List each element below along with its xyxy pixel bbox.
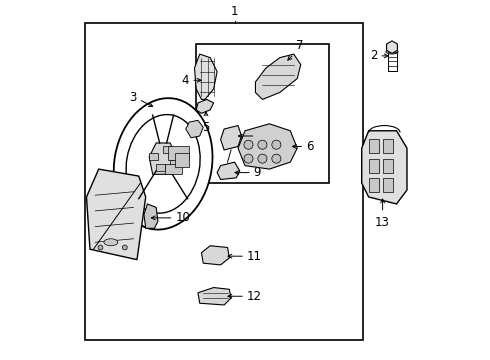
Text: 7: 7 xyxy=(295,39,303,53)
Bar xyxy=(169,147,189,161)
Polygon shape xyxy=(255,54,301,99)
Circle shape xyxy=(258,140,267,149)
Polygon shape xyxy=(87,169,146,260)
Polygon shape xyxy=(198,288,231,305)
Bar xyxy=(383,159,393,172)
Circle shape xyxy=(244,154,253,163)
Bar xyxy=(175,153,189,167)
Bar xyxy=(368,139,379,153)
Bar xyxy=(156,164,165,171)
Circle shape xyxy=(122,245,127,250)
Polygon shape xyxy=(217,162,240,180)
Ellipse shape xyxy=(386,49,398,54)
Polygon shape xyxy=(149,143,177,174)
Ellipse shape xyxy=(104,239,118,246)
Text: 11: 11 xyxy=(247,250,262,263)
Text: 9: 9 xyxy=(254,166,261,179)
Polygon shape xyxy=(195,54,217,99)
Text: 10: 10 xyxy=(175,211,190,224)
Polygon shape xyxy=(144,204,158,228)
Ellipse shape xyxy=(114,98,213,230)
Circle shape xyxy=(272,154,281,163)
Circle shape xyxy=(244,140,253,149)
Text: 8: 8 xyxy=(257,130,265,143)
Polygon shape xyxy=(220,126,242,150)
Text: 5: 5 xyxy=(202,121,210,134)
Text: 12: 12 xyxy=(247,290,262,303)
Bar xyxy=(149,153,158,161)
Bar xyxy=(368,159,379,172)
Bar xyxy=(170,161,179,167)
Bar xyxy=(85,23,364,340)
Bar xyxy=(196,44,329,183)
Polygon shape xyxy=(186,120,203,138)
Bar xyxy=(383,139,393,153)
Circle shape xyxy=(258,154,267,163)
Bar xyxy=(163,147,172,153)
Polygon shape xyxy=(362,131,407,204)
Ellipse shape xyxy=(126,114,200,213)
Bar xyxy=(388,51,396,71)
Polygon shape xyxy=(201,246,229,265)
Circle shape xyxy=(98,245,103,250)
Polygon shape xyxy=(238,124,297,169)
Text: 6: 6 xyxy=(306,140,314,153)
Bar xyxy=(383,178,393,192)
Text: 4: 4 xyxy=(182,74,189,87)
Text: 13: 13 xyxy=(375,216,390,229)
Bar xyxy=(368,178,379,192)
Bar xyxy=(165,164,182,174)
Circle shape xyxy=(272,140,281,149)
Text: 1: 1 xyxy=(231,5,238,18)
Polygon shape xyxy=(196,99,214,113)
Text: 3: 3 xyxy=(130,91,137,104)
Text: 2: 2 xyxy=(370,49,377,62)
